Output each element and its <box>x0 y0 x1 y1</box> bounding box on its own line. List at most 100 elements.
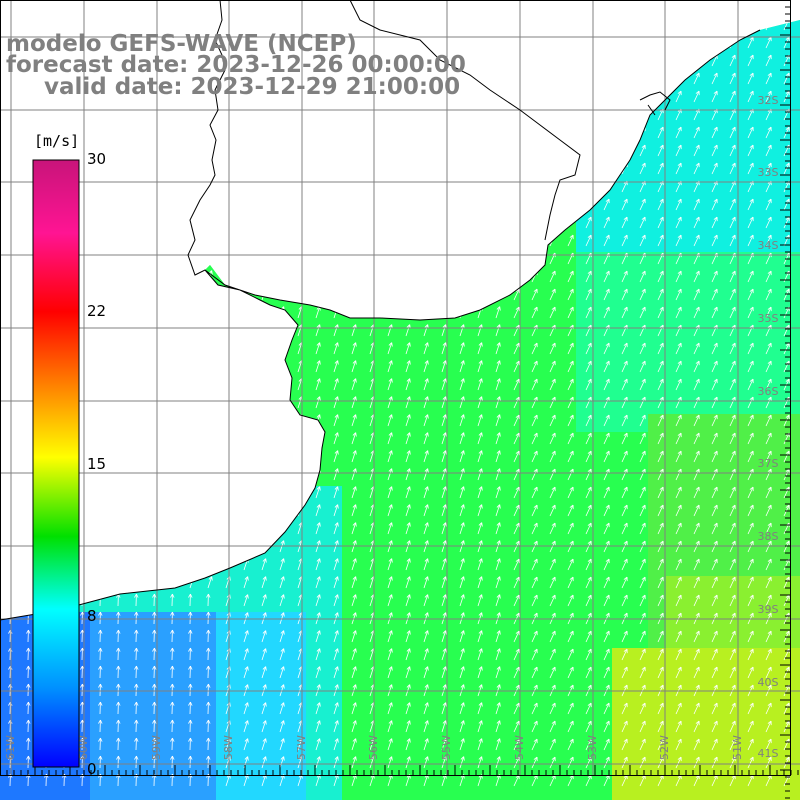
wind-arrow <box>765 522 772 535</box>
wind-arrow <box>261 20 267 31</box>
wind-arrow <box>639 738 646 751</box>
field-cell <box>414 342 432 360</box>
wind-arrow <box>153 576 159 589</box>
field-cell <box>288 234 306 252</box>
field-cell <box>0 450 18 468</box>
field-cell <box>486 540 504 558</box>
wind-arrow <box>26 737 31 751</box>
field-cell <box>180 702 198 720</box>
lon-label: 55W <box>440 735 453 760</box>
wind-arrow <box>261 558 267 571</box>
field-cell <box>684 0 702 18</box>
wind-arrow <box>206 737 211 751</box>
wind-arrow <box>639 522 646 535</box>
wind-arrow <box>387 504 393 517</box>
wind-arrow <box>27 162 33 175</box>
wind-arrow <box>477 342 483 355</box>
wind-arrow <box>694 1 699 12</box>
wind-arrow <box>585 180 592 193</box>
field-cell <box>594 20 612 36</box>
wind-arrow <box>495 702 501 715</box>
wind-arrow <box>441 666 447 679</box>
field-cell <box>0 90 18 108</box>
wind-arrow <box>243 576 249 589</box>
field-cell <box>684 54 702 72</box>
wind-arrow <box>279 612 285 625</box>
wind-arrow <box>748 1 753 12</box>
wind-arrow <box>603 20 610 31</box>
wind-arrow <box>729 306 736 319</box>
wind-arrow <box>513 36 520 49</box>
wind-arrow <box>27 270 33 283</box>
field-cell <box>648 0 666 18</box>
wind-arrow <box>459 756 465 769</box>
wind-arrow <box>747 414 754 427</box>
field-cell <box>162 720 180 738</box>
field-cell <box>450 432 468 450</box>
lat-label: 36S <box>758 385 779 398</box>
wind-arrow <box>603 288 610 301</box>
field-cell <box>180 162 198 180</box>
wind-arrow <box>639 504 646 517</box>
wind-arrow <box>765 270 772 283</box>
wind-arrow <box>603 234 610 247</box>
field-cell <box>126 702 144 720</box>
wind-arrow <box>711 738 718 751</box>
field-cell <box>144 126 162 144</box>
wind-arrow <box>729 162 736 175</box>
wind-arrow <box>423 252 429 265</box>
field-cell <box>252 360 270 378</box>
wind-arrow <box>621 270 628 283</box>
wind-arrow <box>135 396 141 409</box>
wind-arrow <box>531 522 538 535</box>
wind-arrow <box>657 198 664 211</box>
wind-arrow <box>531 144 538 157</box>
field-cell <box>396 144 414 162</box>
wind-arrow <box>693 504 700 517</box>
wind-arrow <box>477 198 483 211</box>
wind-arrow <box>333 162 339 175</box>
wind-arrow <box>153 414 159 427</box>
field-cell <box>252 522 270 540</box>
field-cell <box>252 486 270 504</box>
field-cell <box>126 180 144 198</box>
field-cell <box>18 90 36 108</box>
field-cell <box>792 648 800 666</box>
field-cell <box>432 774 450 792</box>
wind-arrow <box>153 558 159 571</box>
wind-arrow <box>27 468 33 481</box>
field-cell <box>306 288 324 306</box>
field-cell <box>252 198 270 216</box>
field-cell <box>180 792 198 800</box>
wind-arrow <box>549 450 556 463</box>
field-cell <box>288 180 306 198</box>
wind-arrow <box>153 468 159 481</box>
field-cell <box>198 756 216 774</box>
field-cell <box>522 162 540 180</box>
field-cell <box>108 504 126 522</box>
wind-arrow <box>423 612 429 625</box>
wind-arrow <box>387 630 393 643</box>
field-cell <box>360 162 378 180</box>
wind-arrow <box>477 90 483 103</box>
field-cell <box>450 414 468 432</box>
wind-arrow <box>477 522 483 535</box>
wind-arrow <box>441 396 447 409</box>
field-cell <box>684 20 702 36</box>
field-cell <box>198 432 216 450</box>
wind-arrow <box>693 630 700 643</box>
field-cell <box>450 468 468 486</box>
wind-arrow <box>531 504 538 517</box>
field-cell <box>432 414 450 432</box>
wind-arrow <box>152 665 157 679</box>
field-cell <box>126 396 144 414</box>
field-cell <box>306 396 324 414</box>
wind-arrow <box>657 540 664 553</box>
wind-arrow <box>567 72 574 85</box>
field-cell <box>180 0 198 18</box>
field-cell <box>0 162 18 180</box>
wind-arrow <box>243 666 249 679</box>
wind-arrow <box>495 36 501 49</box>
wind-arrow <box>495 306 501 319</box>
